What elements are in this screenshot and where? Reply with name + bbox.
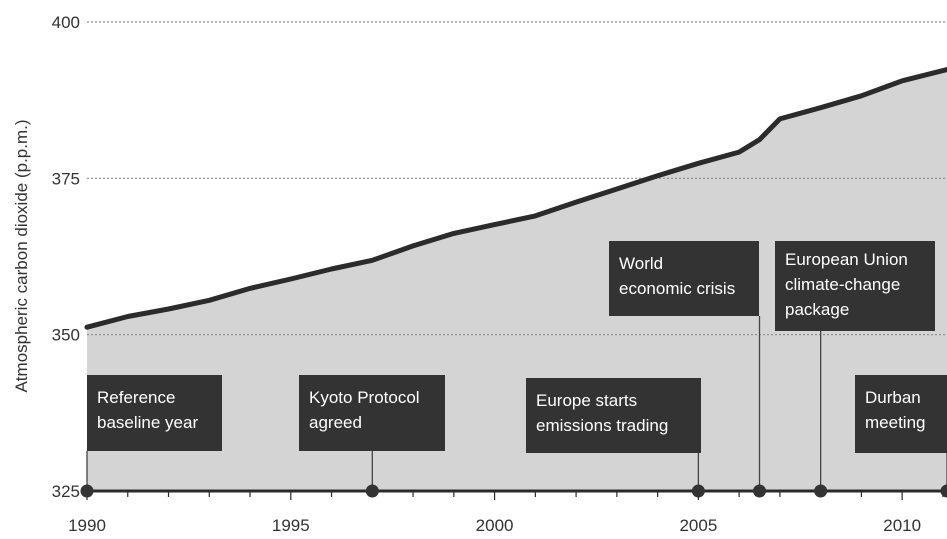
co2-series-line <box>84 67 947 330</box>
x-tick-label-1995: 1995 <box>272 516 310 535</box>
annotation-text-4-1: climate-change <box>785 275 900 294</box>
annotation-text-0-1: baseline year <box>97 413 198 432</box>
y-tick-label-400: 400 <box>52 13 80 32</box>
annotation-box-0 <box>87 375 222 451</box>
event-marker-4 <box>814 484 828 498</box>
annotation-box-3 <box>609 241 759 316</box>
annotation-text-4-0: European Union <box>785 250 908 269</box>
y-tick-label-350: 350 <box>52 326 80 345</box>
annotation-box-2 <box>526 378 701 453</box>
event-marker-5 <box>940 484 947 498</box>
x-tick-label-2010: 2010 <box>883 516 921 535</box>
x-tick-label-2000: 2000 <box>476 516 514 535</box>
annotation-text-0-0: Reference <box>97 388 175 407</box>
x-tick-label-2005: 2005 <box>679 516 717 535</box>
annotation-text-1-0: Kyoto Protocol <box>309 388 420 407</box>
annotation-text-3-0: World <box>619 254 663 273</box>
event-marker-2 <box>691 484 705 498</box>
annotation-box-1 <box>299 375 445 451</box>
x-tick-label-1990: 1990 <box>68 516 106 535</box>
annotation-box-4 <box>775 241 935 331</box>
annotation-text-3-1: economic crisis <box>619 279 735 298</box>
annotation-text-2-1: emissions trading <box>536 416 668 435</box>
annotation-text-1-1: agreed <box>309 413 362 432</box>
annotation-text-2-0: Europe starts <box>536 391 637 410</box>
annotation-text-5-1: meeting <box>865 413 925 432</box>
y-tick-label-375: 375 <box>52 169 80 188</box>
event-marker-0 <box>80 484 94 498</box>
annotation-text-4-2: package <box>785 300 849 319</box>
annotation-text-5-0: Durban <box>865 388 921 407</box>
y-axis-title: Atmospheric carbon dioxide (p.p.m.) <box>12 119 31 392</box>
y-tick-label-325: 325 <box>52 482 80 501</box>
event-marker-3 <box>753 484 767 498</box>
event-marker-1 <box>365 484 379 498</box>
annotation-box-5 <box>855 375 947 453</box>
